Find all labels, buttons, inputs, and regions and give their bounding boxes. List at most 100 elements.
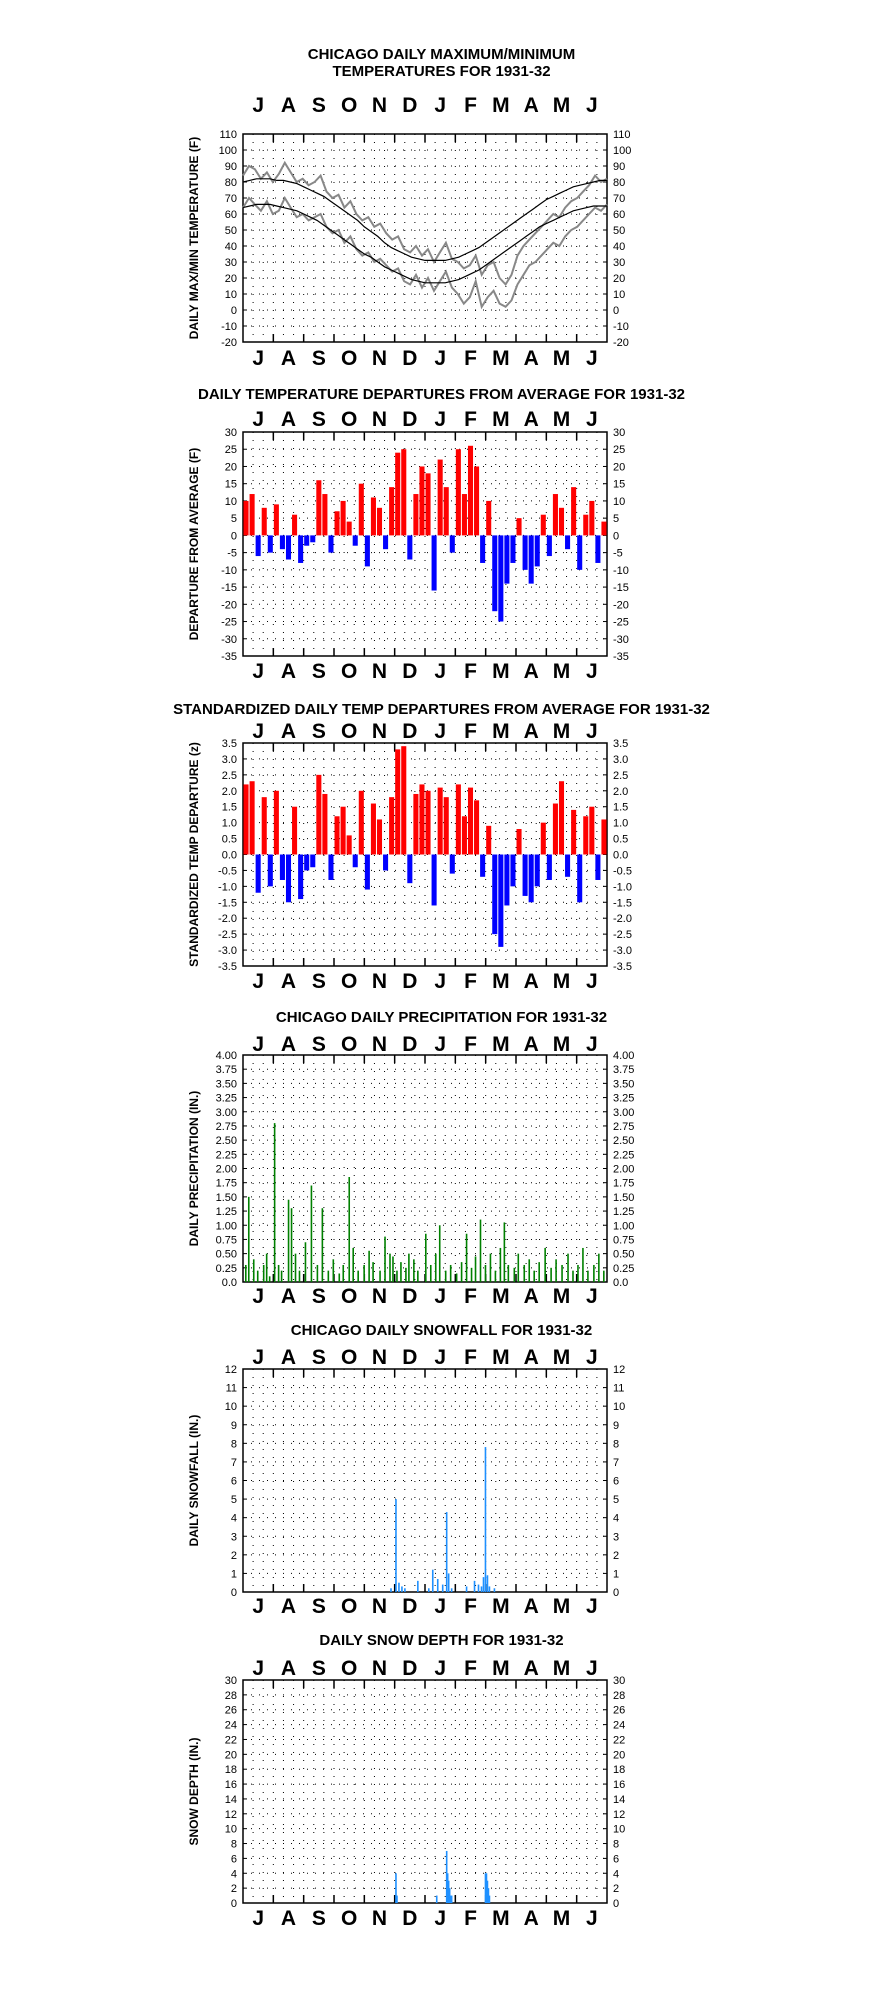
y-tick-label: 8: [231, 1839, 237, 1851]
month-label-bottom: O: [341, 660, 357, 683]
departure-bar: [510, 854, 516, 887]
y-tick-label: 20: [225, 461, 237, 473]
month-label-top: S: [312, 1346, 326, 1369]
month-label-top: A: [524, 408, 539, 431]
data-bar: [577, 1264, 579, 1282]
y-tick-label: 40: [225, 241, 237, 253]
data-bar: [332, 1259, 335, 1282]
departure-bar: [255, 535, 261, 557]
y-tick-label: 14: [225, 1794, 237, 1806]
month-label-top: O: [341, 720, 357, 743]
y-tick-label: 0: [231, 530, 237, 542]
y-tick-label-right: 22: [613, 1734, 625, 1746]
departure-bar: [449, 535, 455, 553]
departure-bar: [285, 854, 292, 903]
month-label-top: D: [402, 1346, 417, 1369]
month-label-top: M: [492, 94, 510, 117]
y-tick-label-right: 4.00: [613, 1050, 634, 1062]
departure-bar: [395, 749, 401, 855]
month-label-bottom: N: [372, 1285, 387, 1308]
data-bar: [384, 1236, 386, 1282]
departure-bar: [431, 854, 437, 906]
data-bar: [561, 1264, 563, 1282]
month-label-bottom: J: [434, 1907, 446, 1930]
departure-bar: [534, 854, 540, 887]
data-bar: [503, 1222, 506, 1282]
month-label-bottom: N: [372, 1907, 387, 1930]
data-bar: [342, 1264, 345, 1282]
y-tick-label: -30: [221, 634, 237, 646]
data-bar: [465, 1586, 468, 1592]
data-bar: [417, 1580, 419, 1592]
y-tick-label-right: 8: [613, 1438, 619, 1450]
y-tick-label: 50: [225, 225, 237, 237]
month-label-top: N: [372, 1033, 387, 1056]
y-tick-label: 16: [225, 1779, 237, 1791]
month-label-bottom: O: [341, 1285, 357, 1308]
y-tick-label-right: 1.00: [613, 1220, 634, 1232]
departure-bar: [443, 797, 449, 855]
month-label-top: D: [402, 408, 417, 431]
y-tick-label-right: -10: [613, 565, 629, 577]
departure-bar: [474, 466, 480, 536]
month-label-top: S: [312, 720, 326, 743]
y-tick-label: 10: [225, 1401, 237, 1413]
month-label-bottom: M: [492, 1285, 510, 1308]
data-bar: [489, 1253, 492, 1282]
month-label-top: J: [434, 720, 446, 743]
departure-bar: [437, 787, 443, 855]
month-label-top: S: [312, 1033, 326, 1056]
month-label-bottom: M: [492, 1595, 510, 1618]
data-bar: [487, 1888, 490, 1903]
data-bar: [517, 1253, 520, 1282]
month-label-top: D: [402, 720, 417, 743]
y-axis-label: DAILY PRECIPITATION (IN.): [187, 1091, 201, 1247]
y-tick-label: 4.00: [216, 1050, 237, 1062]
month-label-bottom: S: [312, 1595, 326, 1618]
y-tick-label: -3.5: [218, 961, 237, 973]
departure-bar: [298, 535, 304, 563]
y-tick-label: 20: [225, 273, 237, 285]
departure-bar: [364, 535, 370, 567]
y-tick-label: 6: [231, 1476, 237, 1488]
departure-bar: [364, 854, 370, 890]
month-label-bottom: F: [464, 1595, 477, 1618]
month-label-top: M: [553, 408, 571, 431]
month-label-bottom: A: [281, 1285, 296, 1308]
series-line-observed_max: [242, 160, 608, 287]
month-label-top: M: [553, 94, 571, 117]
month-label-top: J: [252, 408, 264, 431]
month-label-bottom: M: [492, 970, 510, 993]
month-label-top: M: [553, 1657, 571, 1680]
data-bar: [400, 1262, 402, 1282]
departure-bar: [328, 854, 334, 880]
y-tick-label: 8: [231, 1438, 237, 1450]
y-tick-label: 80: [225, 177, 237, 189]
y-tick-label: 0.50: [216, 1249, 237, 1261]
chart-title: CHICAGO DAILY PRECIPITATION FOR 1931-32: [275, 1009, 608, 1026]
data-bar: [598, 1253, 600, 1282]
data-bar: [550, 1267, 552, 1282]
month-label-top: A: [281, 1657, 296, 1680]
y-tick-label: 60: [225, 209, 237, 221]
departure-bar: [546, 854, 552, 880]
month-label-top: A: [524, 1033, 539, 1056]
data-bar: [436, 1578, 439, 1592]
data-bar: [567, 1253, 569, 1282]
y-tick-label: 10: [225, 1824, 237, 1836]
departure-bar: [383, 854, 389, 871]
data-bar: [603, 1270, 605, 1282]
y-tick-label-right: 20: [613, 1749, 625, 1761]
y-tick-label: 1.50: [216, 1192, 237, 1204]
departure-bar: [249, 494, 255, 536]
data-bar: [395, 1873, 397, 1903]
month-label-top: J: [252, 1033, 264, 1056]
data-bar: [404, 1588, 406, 1592]
y-tick-label: 1.00: [216, 1220, 237, 1232]
y-tick-label-right: 1.25: [613, 1206, 634, 1218]
data-bar: [247, 1196, 250, 1282]
data-bar: [582, 1247, 584, 1282]
y-tick-label-right: 0.0: [613, 1277, 628, 1289]
departure-bar: [255, 854, 261, 893]
departure-bar: [552, 494, 558, 536]
